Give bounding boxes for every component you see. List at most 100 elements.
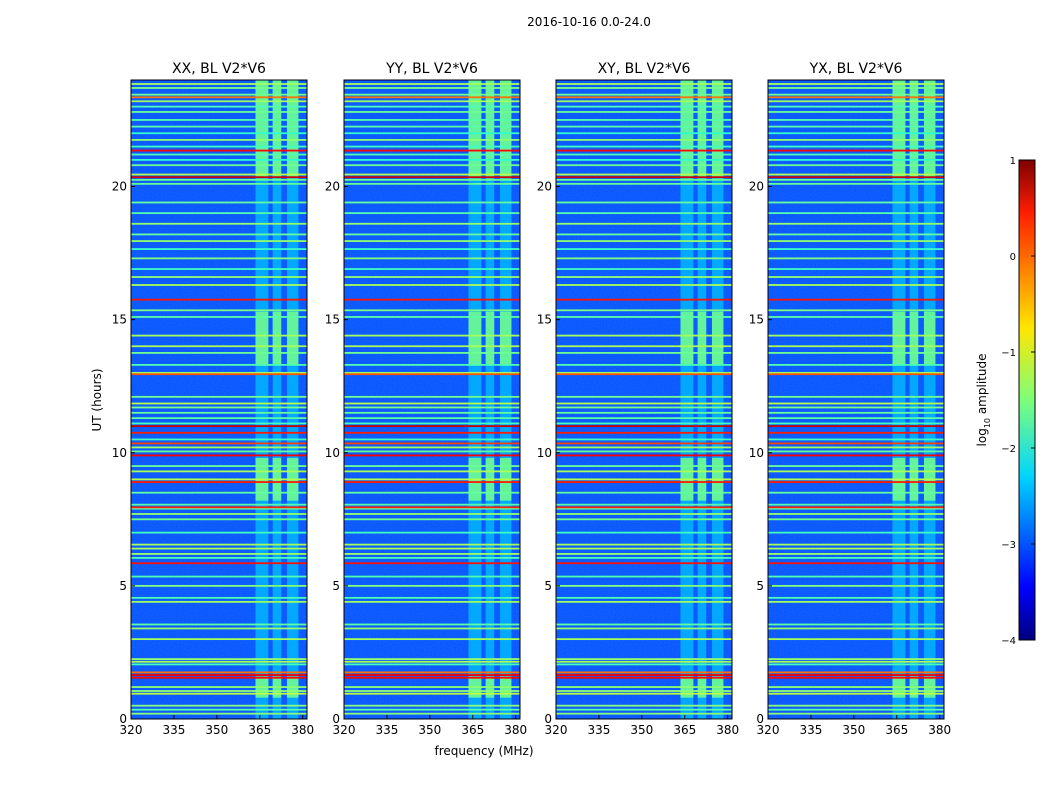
rfi-line [768, 233, 944, 236]
rfi-burst-1-2 [909, 311, 919, 365]
rfi-line [768, 83, 944, 85]
rfi-line [131, 491, 307, 494]
rfi-line [344, 309, 520, 312]
rfi-line [131, 450, 307, 453]
rfi-line [344, 671, 520, 674]
rfi-line [768, 132, 944, 135]
rfi-burst-1-2 [697, 311, 707, 365]
rfi-line [344, 316, 520, 318]
rfi-line [344, 584, 520, 587]
x-tick-label: 320 [757, 723, 780, 737]
rfi-line [131, 686, 307, 688]
y-tick-label: 20 [325, 180, 340, 194]
rfi-line [556, 663, 732, 666]
x-tick-label: 380 [928, 723, 951, 737]
rfi-line [768, 145, 944, 148]
rfi-line [556, 547, 732, 550]
x-tick-label: 380 [716, 723, 739, 737]
rfi-line [556, 363, 732, 366]
x-tick-label: 380 [504, 723, 527, 737]
rfi-line [344, 371, 520, 374]
rfi-band-2 [923, 80, 936, 719]
rfi-line [768, 284, 944, 286]
rfi-line [768, 518, 944, 521]
rfi-line [344, 334, 520, 337]
rfi-line [768, 660, 944, 663]
rfi-line [131, 506, 307, 509]
rfi-line [344, 658, 520, 660]
rfi-line [131, 417, 307, 420]
colorbar-tick-label: −3 [1001, 540, 1016, 551]
rfi-line [131, 596, 307, 599]
rfi-line [556, 553, 732, 555]
rfi-line [556, 373, 732, 376]
rfi-line [131, 562, 307, 565]
rfi-line [556, 575, 732, 578]
rfi-line [344, 557, 520, 559]
rfi-line [556, 87, 732, 89]
rfi-burst-0-2 [892, 311, 906, 365]
rfi-line [556, 704, 732, 707]
rfi-line [344, 596, 520, 599]
rfi-line [344, 543, 520, 546]
rfi-line [344, 233, 520, 236]
rfi-line [131, 176, 307, 179]
rfi-line [131, 465, 307, 467]
rfi-line [131, 153, 307, 156]
rfi-line [556, 268, 732, 270]
rfi-line [131, 87, 307, 89]
y-tick-label: 0 [544, 712, 552, 726]
rfi-line [131, 557, 307, 559]
panel-yy: YY, BL V2*V6 320 335 350 365 380 0 5 10 15 20 [325, 61, 527, 737]
rfi-line [768, 692, 944, 695]
rfi-line [344, 145, 520, 148]
rfi-line [556, 557, 732, 559]
rfi-line [344, 158, 520, 161]
rfi-line [768, 298, 944, 301]
rfi-line [131, 478, 307, 481]
rfi-line [556, 513, 732, 515]
rfi-line [344, 660, 520, 663]
rfi-line [556, 671, 732, 674]
rfi-line [768, 125, 944, 128]
rfi-line [131, 627, 307, 630]
rfi-line [768, 100, 944, 103]
rfi-band-1 [909, 80, 919, 719]
rfi-line [768, 513, 944, 515]
rfi-line [768, 257, 944, 260]
rfi-line [768, 431, 944, 434]
rfi-burst-2-0 [499, 80, 512, 179]
rfi-line [768, 268, 944, 270]
x-tick-label: 335 [799, 723, 822, 737]
rfi-line [556, 438, 732, 441]
rfi-line [556, 164, 732, 167]
rfi-line [556, 176, 732, 179]
rfi-line [344, 268, 520, 270]
rfi-line [556, 334, 732, 337]
rfi-line [768, 506, 944, 509]
rfi-line [556, 627, 732, 630]
colorbar-gradient [1018, 159, 1036, 641]
y-tick-label: 10 [537, 446, 552, 460]
rfi-line [768, 470, 944, 473]
y-tick-label: 5 [544, 579, 552, 593]
rfi-line [556, 658, 732, 660]
rfi-line [556, 543, 732, 546]
rfi-line [556, 660, 732, 663]
rfi-line [556, 506, 732, 509]
rfi-line [344, 438, 520, 441]
rfi-line [131, 507, 307, 510]
rfi-line [131, 284, 307, 286]
rfi-line [344, 363, 520, 366]
rfi-line [131, 575, 307, 578]
rfi-band-1 [697, 80, 707, 719]
x-tick-label: 335 [162, 723, 185, 737]
colorbar-ticks: −4 −3 −2 −1 0 1 [1001, 156, 1035, 647]
rfi-line [344, 712, 520, 715]
x-tick-label: 335 [375, 723, 398, 737]
rfi-burst-1-0 [272, 80, 282, 179]
panel-yy-frame [343, 79, 521, 720]
rfi-line [131, 83, 307, 85]
rfi-line [131, 638, 307, 641]
rfi-line [131, 671, 307, 674]
